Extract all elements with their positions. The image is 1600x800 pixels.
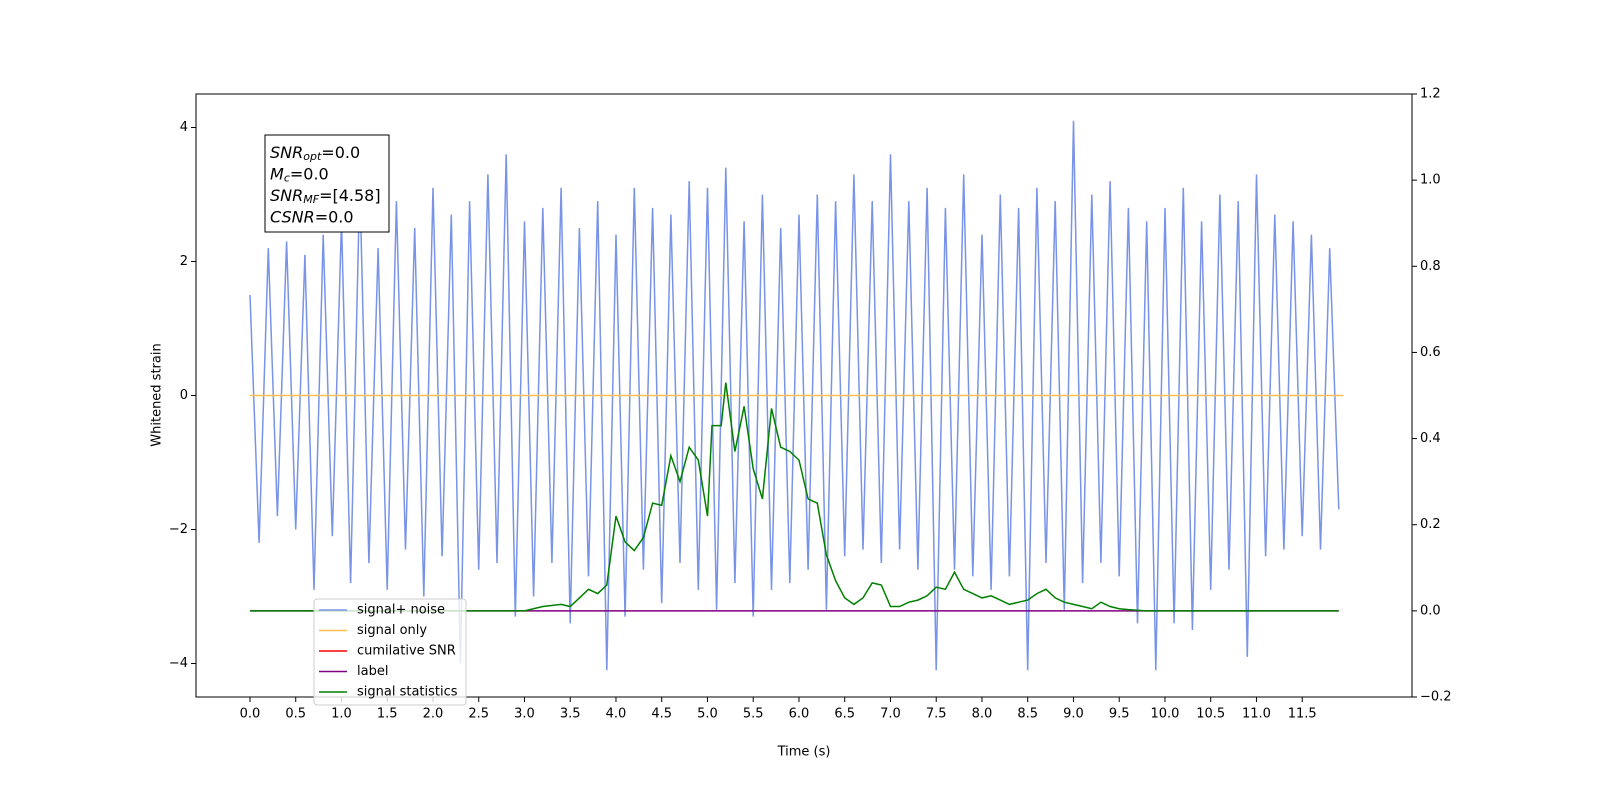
y2-tick-label: 0.0 xyxy=(1420,603,1441,618)
annotation-symbol: CSNR xyxy=(270,207,315,226)
x-tick-label: 2.5 xyxy=(468,707,489,722)
x-tick-label: 0.5 xyxy=(285,707,306,722)
annotation-value: =0.0 xyxy=(321,143,360,162)
legend-label: signal+ noise xyxy=(357,603,445,618)
annotation-line: Mc=0.0 xyxy=(270,164,329,185)
x-axis-label: Time (s) xyxy=(777,745,831,760)
legend-box xyxy=(313,598,467,706)
x-tick-label: 7.5 xyxy=(926,707,947,722)
x-tick-label: 10.0 xyxy=(1150,707,1179,722)
legend-label: label xyxy=(357,664,388,679)
x-tick-label: 4.0 xyxy=(606,707,627,722)
annotation-subscript: c xyxy=(284,172,290,185)
x-tick-label: 9.5 xyxy=(1109,707,1130,722)
x-tick-label: 5.5 xyxy=(743,707,764,722)
annotation-subscript: MF xyxy=(303,193,319,206)
x-tick-label: 8.0 xyxy=(972,707,993,722)
y2-tick-label: 0.6 xyxy=(1420,345,1441,360)
annotation-value: =[4.58] xyxy=(319,186,381,205)
legend-label: signal only xyxy=(357,623,427,638)
annotation-symbol: SNR xyxy=(270,186,303,205)
y-tick-label: −4 xyxy=(169,656,188,671)
y2-tick-label: 1.2 xyxy=(1420,87,1441,102)
annotation-line: CSNR=0.0 xyxy=(270,207,354,226)
y2-tick-label: 0.2 xyxy=(1420,517,1441,532)
y2-tick-label: 1.0 xyxy=(1420,173,1441,188)
legend-label: cumilative SNR xyxy=(357,644,456,659)
legend-label: signal statistics xyxy=(357,685,458,700)
annotation-symbol: SNR xyxy=(270,143,303,162)
y-tick-label: −2 xyxy=(169,522,188,537)
annotation-value: =0.0 xyxy=(315,207,354,226)
x-tick-label: 1.5 xyxy=(377,707,398,722)
annotation-line: SNRopt=0.0 xyxy=(270,143,360,164)
annotation-value: =0.0 xyxy=(290,164,329,183)
y-axis-label: Whitened strain xyxy=(150,343,165,446)
x-tick-label: 3.5 xyxy=(560,707,581,722)
series-line xyxy=(250,382,1339,612)
x-tick-label: 9.0 xyxy=(1063,707,1084,722)
annotation-box xyxy=(264,134,390,233)
y-tick-label: 4 xyxy=(180,120,188,135)
x-tick-label: 11.5 xyxy=(1288,707,1317,722)
annotation-line: SNRMF=[4.58] xyxy=(270,186,381,207)
x-tick-label: 1.0 xyxy=(331,707,352,722)
x-tick-label: 11.0 xyxy=(1242,707,1271,722)
x-tick-label: 3.0 xyxy=(514,707,535,722)
x-tick-label: 4.5 xyxy=(651,707,672,722)
x-tick-label: 8.5 xyxy=(1017,707,1038,722)
y-tick-label: 2 xyxy=(180,254,188,269)
x-tick-label: 6.5 xyxy=(834,707,855,722)
y2-tick-label: 0.8 xyxy=(1420,259,1441,274)
annotation-symbol: M xyxy=(270,164,284,183)
x-tick-label: 0.0 xyxy=(240,707,261,722)
y2-tick-label: 0.4 xyxy=(1420,431,1441,446)
y-tick-label: 0 xyxy=(180,388,188,403)
x-tick-label: 10.5 xyxy=(1196,707,1225,722)
x-tick-label: 2.0 xyxy=(423,707,444,722)
annotation-subscript: opt xyxy=(303,150,322,163)
y2-tick-label: −0.2 xyxy=(1420,690,1452,705)
axes-frame xyxy=(195,93,1413,698)
x-tick-label: 5.0 xyxy=(697,707,718,722)
x-tick-label: 7.0 xyxy=(880,707,901,722)
series-line xyxy=(249,120,1340,671)
x-tick-label: 6.0 xyxy=(789,707,810,722)
